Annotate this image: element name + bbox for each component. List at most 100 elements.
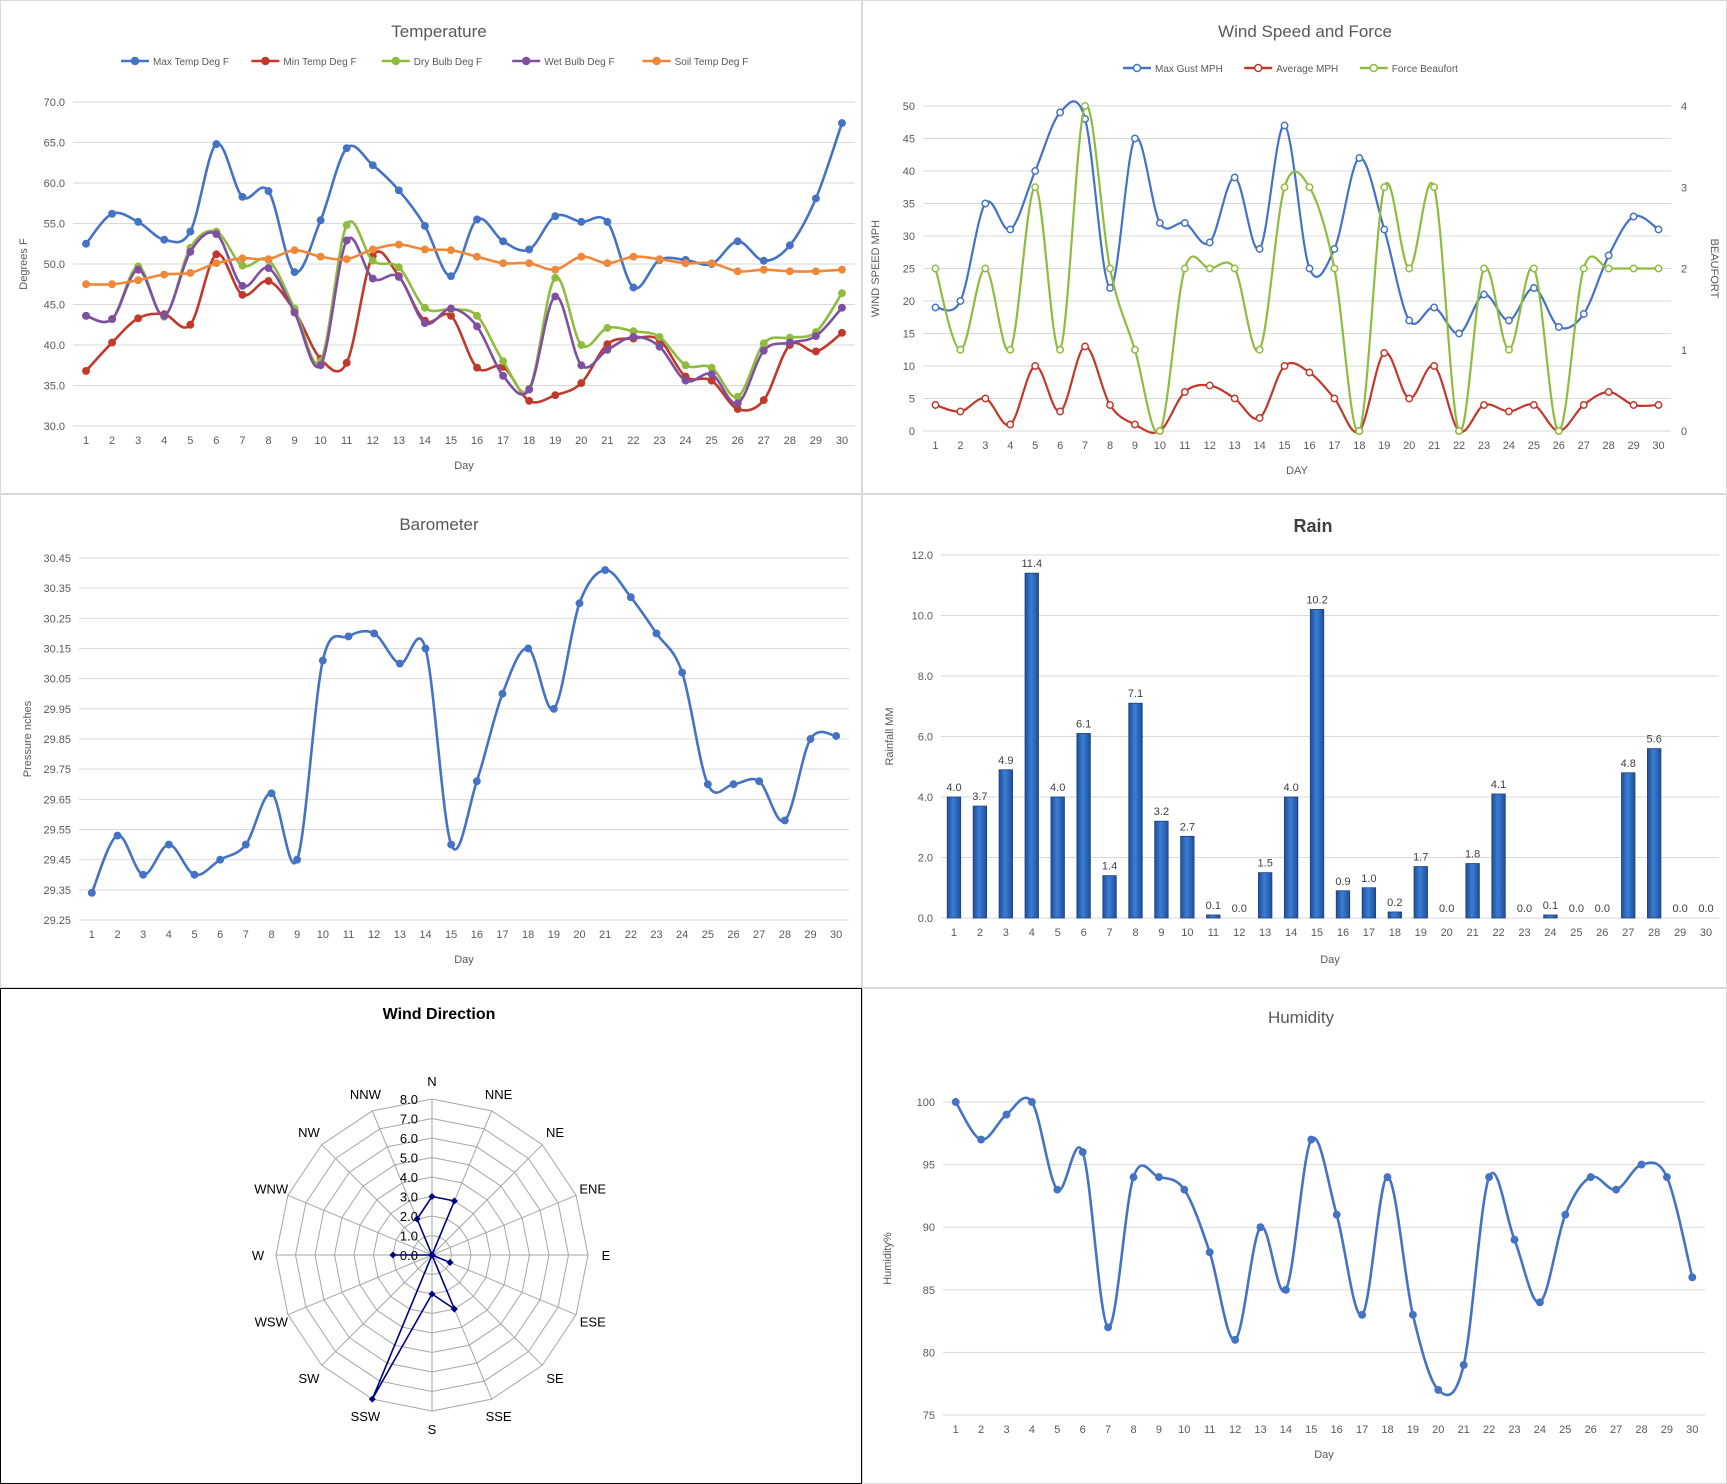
data-point [216, 855, 225, 864]
x-tick-label: 14 [1285, 927, 1297, 939]
x-axis-label: Day [1320, 954, 1340, 966]
data-point [1485, 1173, 1494, 1182]
data-point [759, 396, 768, 405]
x-tick-label: 6 [217, 929, 223, 941]
bar-data-label: 1.5 [1258, 858, 1273, 870]
radar-data-point [413, 1215, 421, 1223]
data-point [1604, 388, 1613, 396]
x-tick-label: 26 [1585, 1424, 1597, 1436]
radar-tick-label: 4.0 [400, 1170, 418, 1185]
data-point [1380, 225, 1389, 234]
rain-bar [1309, 609, 1325, 919]
wind-chart-panel: Wind Speed and Force 0 5 10 15 20 25 30 35 40 45 50… [862, 0, 1727, 494]
data-point [1053, 1185, 1062, 1194]
data-point [759, 346, 768, 355]
radar-spoke [431, 1144, 543, 1256]
data-point [759, 256, 768, 265]
x-tick-label: 18 [1353, 440, 1365, 452]
data-point [212, 259, 221, 268]
rain-bar [1154, 820, 1169, 919]
data-point [1106, 401, 1114, 409]
data-point [1081, 342, 1090, 351]
data-point [1230, 173, 1239, 182]
x-tick-label: 10 [1181, 927, 1193, 939]
data-point [1455, 427, 1464, 435]
data-point [447, 311, 455, 320]
radar-tick-label: 3.0 [400, 1190, 418, 1205]
data-point [164, 840, 173, 849]
x-tick-label: 10 [317, 929, 329, 941]
data-point [1205, 264, 1214, 273]
x-tick-label: 26 [727, 929, 739, 941]
bar-data-label: 10.2 [1306, 594, 1327, 606]
rain-bar [1050, 796, 1065, 919]
x-axis-label: DAY [1286, 465, 1308, 477]
wind-direction-chart-panel: Wind Direction N NNE NE ENE E ESE SE SSE S SSW SW WS… [0, 988, 862, 1484]
data-point [1629, 401, 1638, 409]
data-point [755, 777, 764, 786]
x-tick-label: 15 [1278, 440, 1290, 452]
x-tick-label: 18 [1381, 1424, 1393, 1436]
y-tick-label: 30.05 [43, 674, 71, 686]
data-point [82, 280, 90, 289]
x-tick-label: 27 [758, 435, 770, 447]
data-point [838, 303, 846, 312]
data-point [1554, 323, 1563, 331]
y2-tick-label: 3 [1681, 182, 1687, 194]
x-tick-label: 28 [1648, 927, 1660, 939]
x-tick-label: 5 [1054, 1424, 1060, 1436]
data-point [838, 328, 846, 337]
data-point [447, 840, 456, 849]
data-point [264, 277, 273, 285]
data-point [733, 267, 742, 276]
y-axis-label: Rainfall MM [884, 707, 896, 765]
data-point [1180, 264, 1189, 273]
data-point [1031, 362, 1040, 370]
data-point [1027, 1098, 1036, 1106]
data-point [1205, 238, 1214, 247]
data-point [1383, 1173, 1392, 1182]
y-tick-label: 30.35 [43, 583, 71, 595]
x-tick-label: 17 [496, 929, 508, 941]
radar-category-label: WSW [255, 1315, 289, 1330]
bar-data-label: 0.1 [1543, 900, 1558, 912]
data-point [394, 240, 403, 249]
x-tick-label: 26 [732, 435, 744, 447]
data-point [186, 227, 195, 236]
data-point [1031, 167, 1040, 175]
data-point [1480, 290, 1488, 299]
radar-category-label: NNW [350, 1087, 382, 1102]
data-point [577, 217, 586, 226]
data-point [629, 252, 638, 261]
x-tick-label: 8 [1107, 440, 1113, 452]
data-point [498, 689, 507, 698]
x-tick-label: 6 [213, 435, 219, 447]
data-point [1480, 401, 1488, 409]
y-axis-label: Degrees F [18, 238, 30, 290]
data-point [264, 264, 273, 272]
x-tick-label: 13 [1254, 1424, 1266, 1436]
x-tick-label: 25 [1528, 440, 1540, 452]
x-tick-label: 18 [1389, 927, 1401, 939]
x-tick-label: 22 [1453, 440, 1465, 452]
y2-tick-label: 1 [1681, 345, 1687, 357]
x-tick-label: 23 [1518, 927, 1530, 939]
data-point [1155, 219, 1164, 227]
x-tick-label: 13 [394, 929, 406, 941]
x-tick-label: 7 [1107, 927, 1113, 939]
data-point [629, 283, 638, 292]
y-tick-label: 100 [917, 1097, 935, 1109]
y-tick-label: 45.0 [44, 300, 65, 312]
radar-category-label: NE [546, 1125, 564, 1140]
x-tick-label: 28 [779, 929, 791, 941]
series-line [85, 250, 843, 412]
x-tick-label: 19 [1378, 440, 1390, 452]
data-point [82, 366, 90, 375]
x-tick-label: 3 [1003, 927, 1009, 939]
data-point [1504, 345, 1513, 354]
data-point [1006, 225, 1015, 234]
x-tick-label: 13 [1229, 440, 1241, 452]
rain-bar [1258, 872, 1273, 919]
x-tick-label: 14 [1253, 440, 1265, 452]
data-point [1307, 1135, 1316, 1144]
